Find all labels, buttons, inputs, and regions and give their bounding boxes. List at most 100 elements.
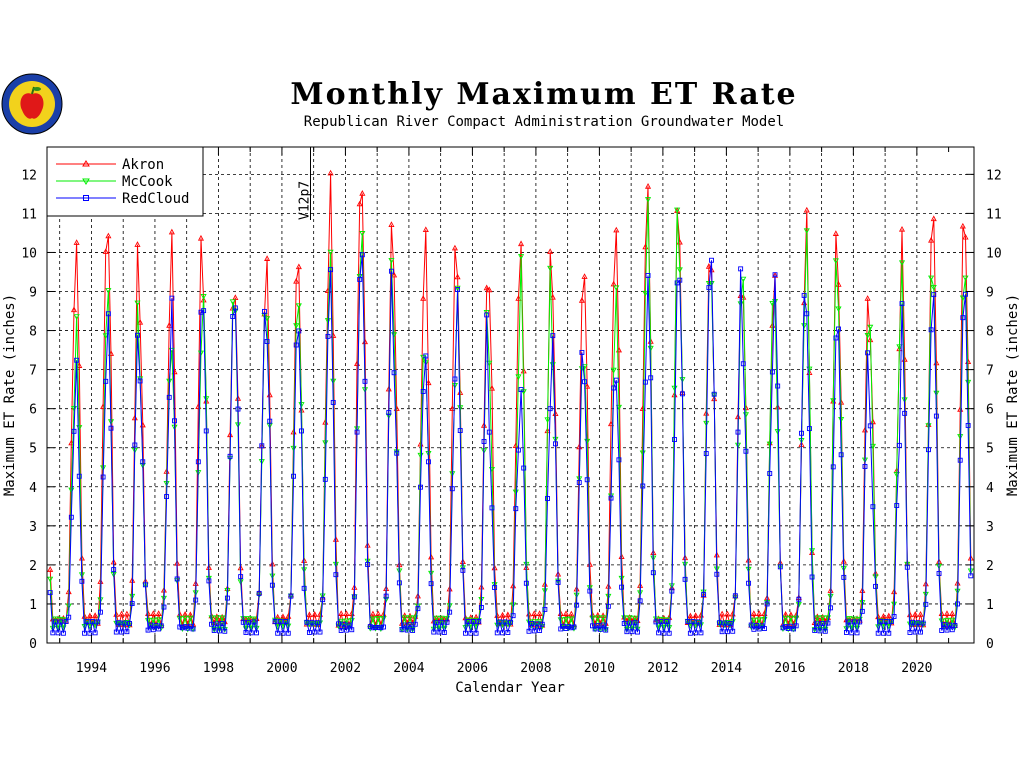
data-point-redcloud bbox=[706, 285, 712, 291]
data-point-redcloud bbox=[965, 423, 971, 428]
data-point-redcloud bbox=[780, 625, 786, 631]
data-point-redcloud bbox=[888, 619, 894, 624]
data-point-redcloud bbox=[870, 504, 876, 510]
y-tick-label-left: 3 bbox=[29, 520, 37, 535]
data-point-redcloud bbox=[127, 621, 132, 626]
data-point-redcloud bbox=[256, 590, 262, 596]
data-point-redcloud bbox=[828, 605, 834, 611]
data-point-redcloud bbox=[494, 630, 500, 636]
data-point-redcloud bbox=[539, 621, 545, 627]
data-point-redcloud bbox=[383, 593, 389, 599]
data-point-redcloud bbox=[309, 619, 315, 625]
data-point-redcloud bbox=[55, 630, 61, 636]
data-point-redcloud bbox=[82, 630, 88, 636]
y-tick-label-left: 8 bbox=[29, 325, 37, 340]
data-point-redcloud bbox=[142, 582, 148, 588]
data-point-redcloud bbox=[857, 619, 863, 625]
data-point-redcloud bbox=[603, 627, 609, 633]
data-point-mccook bbox=[589, 615, 596, 622]
data-point-mccook bbox=[621, 615, 628, 622]
data-point-redcloud bbox=[354, 429, 360, 435]
data-point-redcloud bbox=[235, 406, 241, 412]
data-point-mccook bbox=[724, 620, 731, 626]
data-point-redcloud bbox=[148, 622, 154, 628]
data-point-akron bbox=[515, 295, 522, 301]
data-point-akron bbox=[86, 612, 93, 619]
data-point-mccook bbox=[547, 265, 554, 272]
data-point-redcloud bbox=[457, 428, 463, 433]
data-point-redcloud bbox=[174, 576, 180, 582]
data-point-akron bbox=[724, 610, 731, 617]
data-point-redcloud bbox=[418, 484, 423, 490]
data-point-redcloud bbox=[470, 619, 476, 624]
data-point-redcloud bbox=[140, 459, 146, 465]
y-tick-label-left: 4 bbox=[29, 481, 37, 496]
data-point-redcloud bbox=[463, 630, 468, 636]
legend-marker-mccook bbox=[82, 178, 90, 185]
data-point-redcloud bbox=[605, 603, 611, 609]
data-point-akron bbox=[293, 277, 300, 284]
data-point-redcloud bbox=[251, 619, 257, 625]
data-point-redcloud bbox=[923, 601, 929, 607]
data-point-redcloud bbox=[968, 573, 974, 579]
data-point-redcloud bbox=[724, 629, 730, 635]
data-point-redcloud bbox=[105, 311, 111, 317]
data-point-redcloud bbox=[587, 588, 593, 594]
data-point-mccook bbox=[295, 303, 302, 310]
data-point-redcloud bbox=[624, 629, 630, 635]
data-point-redcloud bbox=[63, 619, 69, 624]
data-point-mccook bbox=[525, 619, 533, 626]
data-point-akron bbox=[594, 611, 601, 618]
data-point-redcloud bbox=[788, 623, 794, 629]
data-point-redcloud bbox=[777, 564, 783, 570]
data-point-akron bbox=[131, 414, 138, 421]
data-point-redcloud bbox=[939, 628, 945, 633]
data-point-mccook bbox=[327, 249, 334, 256]
data-point-redcloud bbox=[272, 619, 278, 624]
data-point-mccook bbox=[803, 228, 810, 235]
data-point-redcloud bbox=[386, 410, 392, 416]
x-tick-label: 1996 bbox=[139, 661, 170, 676]
data-point-redcloud bbox=[312, 629, 318, 635]
data-point-akron bbox=[917, 611, 924, 617]
data-point-redcloud bbox=[100, 474, 106, 480]
data-point-redcloud bbox=[436, 629, 442, 635]
data-point-redcloud bbox=[492, 585, 498, 590]
data-point-redcloud bbox=[666, 630, 672, 636]
x-tick-label: 2012 bbox=[647, 661, 678, 676]
data-point-mccook bbox=[896, 344, 903, 351]
data-point-redcloud bbox=[275, 630, 281, 636]
data-point-mccook bbox=[324, 318, 331, 324]
data-point-redcloud bbox=[301, 585, 307, 591]
y-tick-label-left: 10 bbox=[21, 246, 37, 261]
data-point-mccook bbox=[145, 618, 152, 624]
data-point-mccook bbox=[216, 627, 223, 633]
data-point-mccook bbox=[293, 323, 300, 329]
data-point-mccook bbox=[359, 231, 366, 237]
data-point-redcloud bbox=[963, 291, 968, 297]
data-point-redcloud bbox=[947, 622, 953, 628]
data-point-akron bbox=[356, 200, 363, 207]
data-point-redcloud bbox=[761, 626, 767, 631]
data-point-redcloud bbox=[695, 619, 701, 625]
data-point-redcloud bbox=[232, 305, 238, 311]
data-point-redcloud bbox=[648, 375, 654, 381]
y-tick-label-right: 1 bbox=[986, 598, 994, 613]
data-point-redcloud bbox=[346, 622, 352, 628]
data-point-redcloud bbox=[330, 399, 336, 405]
y-tick-label-right: 5 bbox=[986, 442, 994, 457]
logo-emblem bbox=[1, 73, 63, 135]
data-point-redcloud bbox=[299, 428, 304, 434]
data-point-mccook bbox=[864, 332, 871, 339]
series-line-redcloud bbox=[49, 254, 972, 635]
data-point-mccook bbox=[409, 627, 416, 633]
data-point-akron bbox=[335, 621, 342, 628]
data-point-redcloud bbox=[859, 608, 865, 614]
data-point-redcloud bbox=[97, 609, 103, 615]
data-point-akron bbox=[578, 297, 585, 303]
data-point-akron bbox=[803, 206, 810, 213]
data-point-redcloud bbox=[280, 630, 286, 636]
data-point-akron bbox=[388, 221, 395, 227]
data-point-redcloud bbox=[116, 620, 122, 626]
data-point-redcloud bbox=[68, 514, 74, 520]
